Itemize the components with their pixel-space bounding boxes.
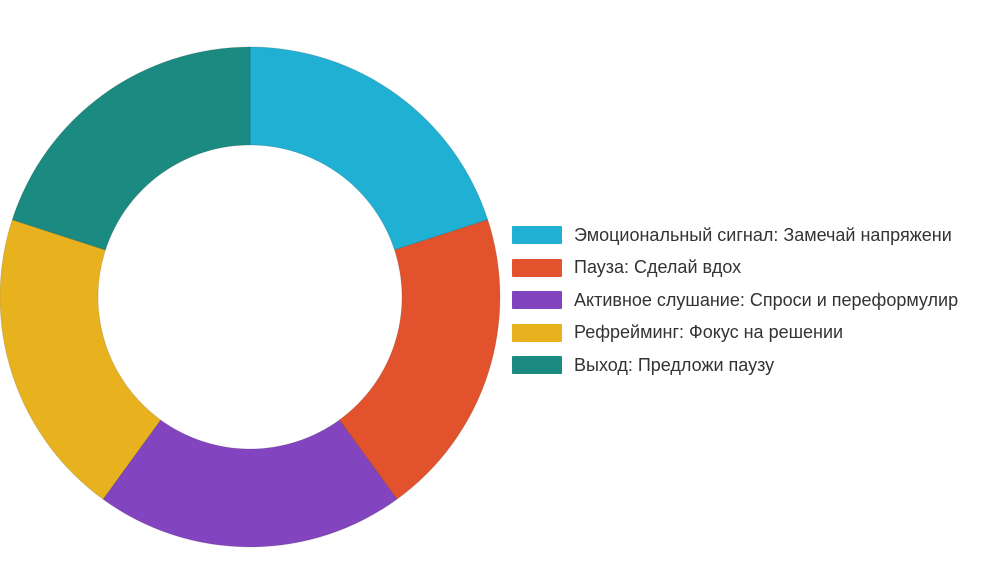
legend-label-3: Активное слушание: Спроси и переформулир <box>574 289 959 310</box>
legend-item-4[interactable]: Рефрейминг: Фокус на решении <box>512 317 1000 350</box>
donut-slice-3[interactable] <box>103 419 397 547</box>
legend-swatch-2 <box>512 258 562 277</box>
legend-swatch-5 <box>512 356 562 375</box>
legend-swatch-3 <box>512 291 562 310</box>
donut-slice-edge-2 <box>338 219 501 500</box>
donut-slice-2[interactable] <box>339 219 501 500</box>
legend-item-1[interactable]: Эмоциональный сигнал: Замечай напряжени <box>512 219 1000 252</box>
chart-legend: Эмоциональный сигнал: Замечай напряжени П… <box>512 219 1000 382</box>
legend-label-5: Выход: Предложи паузу <box>574 354 775 375</box>
donut-slice-4[interactable] <box>0 219 161 500</box>
legend-item-5[interactable]: Выход: Предложи паузу <box>512 349 1000 382</box>
legend-swatch-4 <box>512 323 562 342</box>
legend-label-2: Пауза: Сделай вдох <box>574 257 742 278</box>
legend-item-3[interactable]: Активное слушание: Спроси и переформулир <box>512 284 1000 317</box>
donut-slice-5[interactable] <box>12 47 251 251</box>
donut-slice-edge-4 <box>0 219 162 500</box>
legend-swatch-1 <box>512 226 562 245</box>
donut-slices <box>0 46 501 548</box>
donut-slice-1[interactable] <box>250 47 488 251</box>
legend-label-4: Рефрейминг: Фокус на решении <box>574 322 844 343</box>
donut-slice-edge-5 <box>11 46 251 251</box>
donut-slice-edge-3 <box>102 419 398 548</box>
legend-item-2[interactable]: Пауза: Сделай вдох <box>512 252 1000 285</box>
donut-slice-edge-1 <box>249 46 489 251</box>
legend-label-1: Эмоциональный сигнал: Замечай напряжени <box>574 224 952 245</box>
